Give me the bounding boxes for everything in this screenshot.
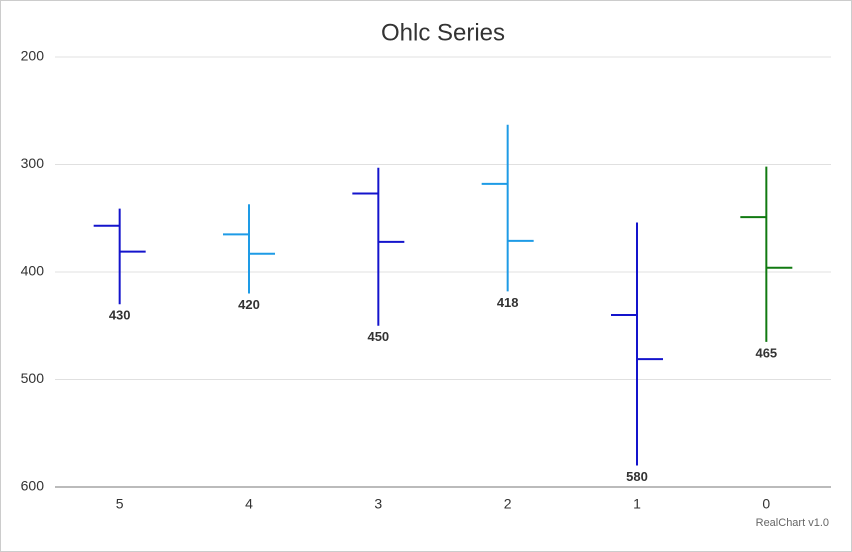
value-label: 420 [238, 297, 260, 312]
y-tick-label: 300 [21, 155, 45, 171]
value-label: 465 [755, 345, 777, 360]
x-tick-label: 1 [633, 496, 641, 512]
y-tick-label: 400 [21, 263, 45, 279]
value-label: 430 [109, 308, 131, 323]
value-label: 580 [626, 469, 648, 484]
x-tick-label: 5 [116, 496, 124, 512]
credit: RealChart v1.0 [756, 517, 829, 529]
x-tick-label: 0 [762, 496, 770, 512]
value-label: 418 [497, 295, 519, 310]
chart-title: Ohlc Series [381, 19, 505, 46]
y-tick-label: 500 [21, 370, 45, 386]
x-tick-label: 3 [374, 496, 382, 512]
value-label: 450 [367, 329, 389, 344]
y-tick-label: 600 [21, 478, 45, 494]
x-tick-label: 4 [245, 496, 253, 512]
x-tick-label: 2 [504, 496, 512, 512]
y-tick-label: 200 [21, 48, 45, 64]
